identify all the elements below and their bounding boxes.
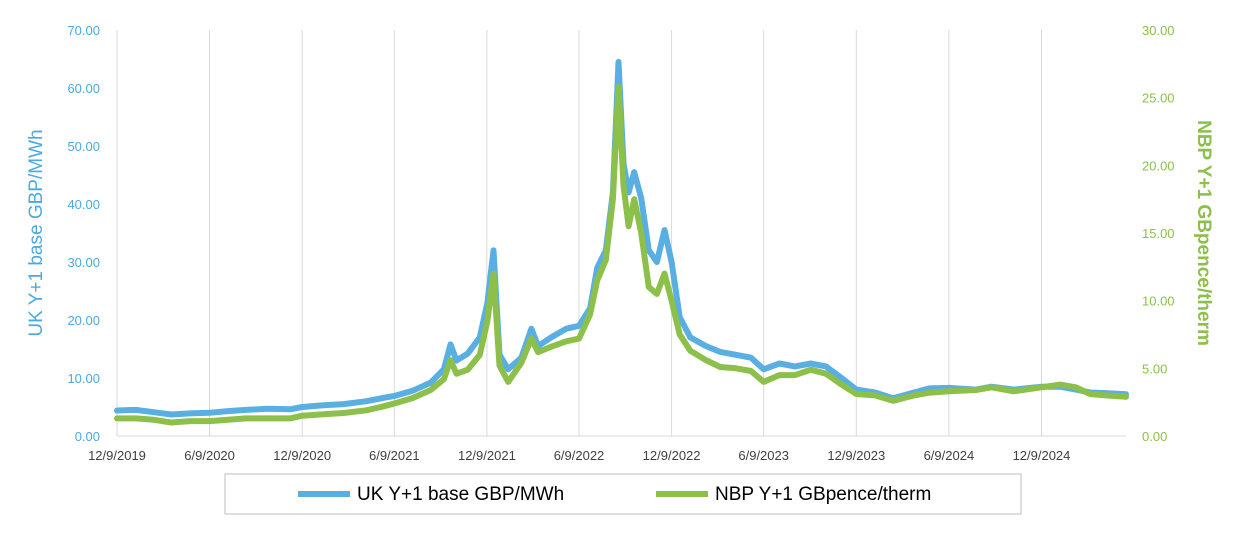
right-tick-label: 15.00 <box>1142 226 1175 241</box>
left-tick-label: 10.00 <box>67 371 100 386</box>
legend-label-uk: UK Y+1 base GBP/MWh <box>357 484 564 505</box>
series-layer <box>114 58 1129 426</box>
left-axis-tick-labels: 0.00 10.00 20.00 30.00 40.00 50.00 60.00 70.00 <box>67 23 100 444</box>
legend: UK Y+1 base GBP/MWh NBP Y+1 GBpence/ther… <box>224 473 1022 515</box>
x-tick-label: 6/9/2022 <box>554 448 605 463</box>
vertical-gridlines <box>116 30 1042 436</box>
x-tick-label: 6/9/2024 <box>924 448 975 463</box>
right-tick-label: 25.00 <box>1142 91 1175 106</box>
left-tick-label: 30.00 <box>67 255 100 270</box>
left-tick-label: 50.00 <box>67 139 100 154</box>
right-axis-label: NBP Y+1 GBpence/therm <box>1193 120 1214 346</box>
x-tick-label: 12/9/2024 <box>1013 448 1071 463</box>
legend-label-nbp: NBP Y+1 GBpence/therm <box>715 484 931 505</box>
right-tick-label: 5.00 <box>1142 361 1167 376</box>
right-tick-label: 20.00 <box>1142 158 1175 173</box>
left-tick-label: 40.00 <box>67 197 100 212</box>
x-tick-label: 12/9/2019 <box>88 448 146 463</box>
left-tick-label: 60.00 <box>67 81 100 96</box>
legend-box <box>224 473 1022 515</box>
x-tick-label: 12/9/2020 <box>273 448 331 463</box>
x-axis-tick-labels: 12/9/2019 6/9/2020 12/9/2020 6/9/2021 12/9/2… <box>88 448 1070 463</box>
x-tick-label: 12/9/2022 <box>643 448 701 463</box>
x-tick-label: 12/9/2021 <box>458 448 516 463</box>
x-tick-label: 6/9/2021 <box>369 448 420 463</box>
left-tick-label: 20.00 <box>67 313 100 328</box>
x-tick-label: 12/9/2023 <box>827 448 885 463</box>
x-tick-label: 6/9/2023 <box>738 448 789 463</box>
right-tick-label: 30.00 <box>1142 23 1175 38</box>
left-tick-label: 70.00 <box>67 23 100 38</box>
x-tick-label: 6/9/2020 <box>184 448 235 463</box>
right-tick-label: 10.00 <box>1142 294 1175 309</box>
right-axis-tick-labels: 0.00 5.00 10.00 15.00 20.00 25.00 30.00 <box>1142 23 1175 444</box>
series-line-nbp <box>114 83 1129 426</box>
left-tick-label: 0.00 <box>75 429 100 444</box>
left-axis-label: UK Y+1 base GBP/MWh <box>26 129 47 336</box>
right-tick-label: 0.00 <box>1142 429 1167 444</box>
